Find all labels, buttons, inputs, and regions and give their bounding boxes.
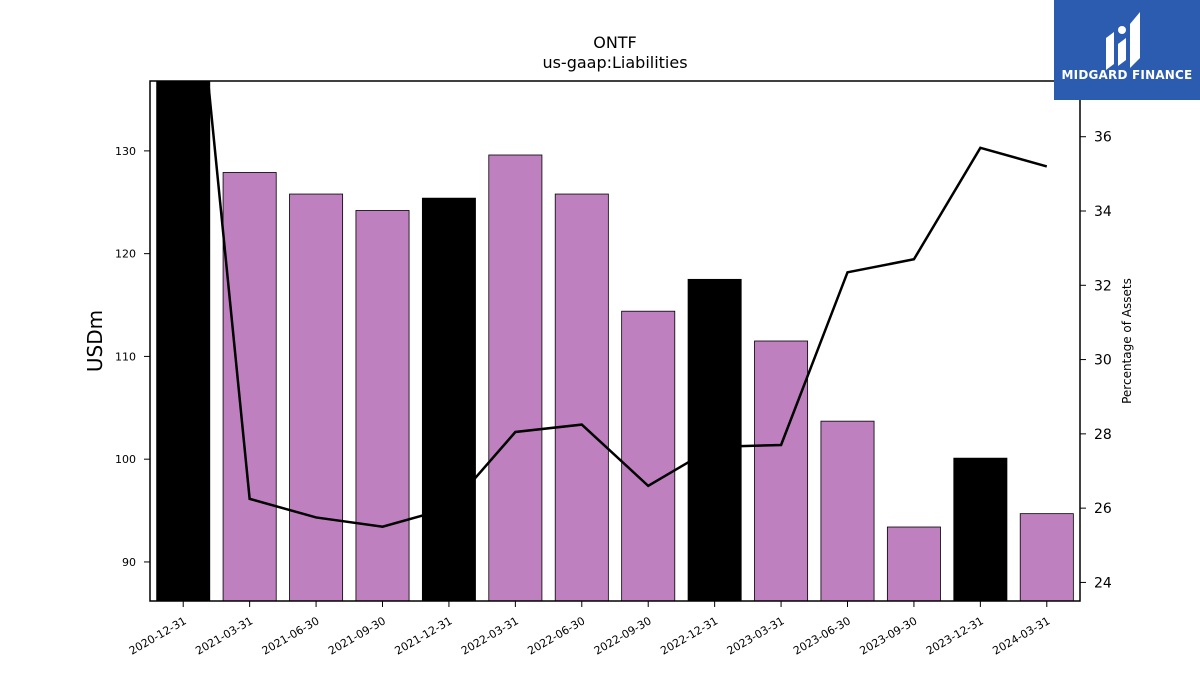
y2-tick-label: 36 [1094,130,1112,146]
bar-2024-03-31 [1019,513,1074,601]
midgard-finance-logo: MIDGARD FINANCE [1054,0,1200,100]
bar-2021-03-31 [222,172,277,601]
x-tick-label: 2024-03-31 [990,614,1052,657]
bar-series [156,81,1074,601]
bar-2023-03-31 [754,340,809,601]
bar-2023-12-31 [953,457,1008,601]
x-tick-label: 2023-09-30 [858,614,920,657]
y-tick-label: 90 [122,556,136,569]
plot-frame [149,80,1081,602]
y2-tick-label: 30 [1094,353,1112,369]
bar-2023-06-30 [820,420,875,601]
y2-tick-label: 34 [1094,204,1112,220]
bar-2022-06-30 [554,193,609,601]
bar-2022-03-31 [488,154,543,601]
percentage-line [206,81,1048,528]
y2-tick-label: 24 [1094,575,1112,591]
bar-2022-09-30 [621,310,676,601]
x-tick-label: 2023-03-31 [725,614,787,657]
x-tick-label: 2022-09-30 [592,614,654,657]
y2-tick-label: 28 [1094,427,1112,443]
bar-2021-12-31 [421,197,476,601]
x-tick-label: 2020-12-31 [127,614,189,657]
x-tick-label: 2023-12-31 [924,614,986,657]
y2-axis-label: Percentage of Assets [1120,278,1134,404]
x-tick-label: 2022-06-30 [525,614,587,657]
bar-2021-09-30 [355,210,410,601]
y-tick-label: 100 [115,453,136,466]
line-series [206,81,1048,528]
chart-title: ONTF [593,33,637,52]
x-tick-label: 2021-03-31 [193,614,255,657]
x-tick-label: 2022-12-31 [658,614,720,657]
y-axis-label: USDm [83,310,107,372]
y-tick-label: 120 [115,248,136,261]
y2-tick-label: 32 [1094,278,1112,294]
logo-text: MIDGARD FINANCE [1061,68,1193,82]
y-tick-label: 110 [115,350,136,363]
bar-2022-12-31 [687,278,742,601]
y2-tick-label: 26 [1094,501,1112,517]
bar-2020-12-31 [156,81,211,601]
logo-mark-icon [1106,12,1140,70]
chart-subtitle: us-gaap:Liabilities [542,53,687,72]
x-tick-label: 2021-06-30 [260,614,322,657]
y-tick-label: 130 [115,145,136,158]
x-tick-label: 2021-12-31 [393,614,455,657]
x-tick-label: 2021-09-30 [326,614,388,657]
x-tick-label: 2023-06-30 [791,614,853,657]
x-tick-label: 2022-03-31 [459,614,521,657]
bar-2021-06-30 [289,193,344,601]
bar-2023-09-30 [886,526,941,601]
